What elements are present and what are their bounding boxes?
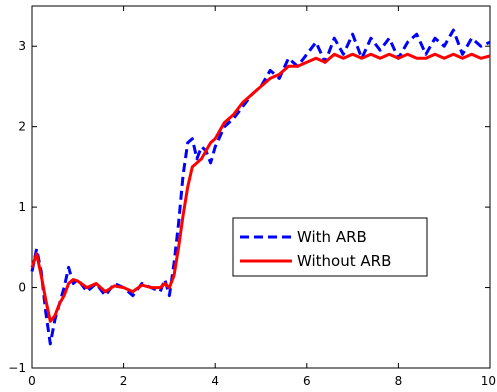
- x-tick-label: 0: [28, 374, 36, 388]
- x-tick-label: 8: [395, 374, 403, 388]
- legend-label-without-arb: Without ARB: [297, 252, 391, 270]
- series-line-without-arb: [30, 52, 491, 323]
- legend: With ARB Without ARB: [232, 217, 428, 277]
- axis-ticks: [31, 6, 491, 369]
- x-tick-label: 6: [303, 374, 311, 388]
- y-tick-label: −1: [8, 361, 26, 375]
- y-tick-label: 3: [18, 39, 26, 53]
- legend-box: [232, 217, 428, 277]
- x-tick-label: 4: [211, 374, 219, 388]
- y-tick-label: 0: [18, 281, 26, 295]
- legend-label-with-arb: With ARB: [297, 228, 367, 246]
- y-tick-label: 2: [18, 120, 26, 134]
- x-tick-label: 2: [120, 374, 128, 388]
- y-tick-label: 1: [18, 200, 26, 214]
- x-tick-label: 10: [481, 374, 496, 388]
- series-lines: [30, 28, 491, 346]
- plot-area: [31, 5, 491, 369]
